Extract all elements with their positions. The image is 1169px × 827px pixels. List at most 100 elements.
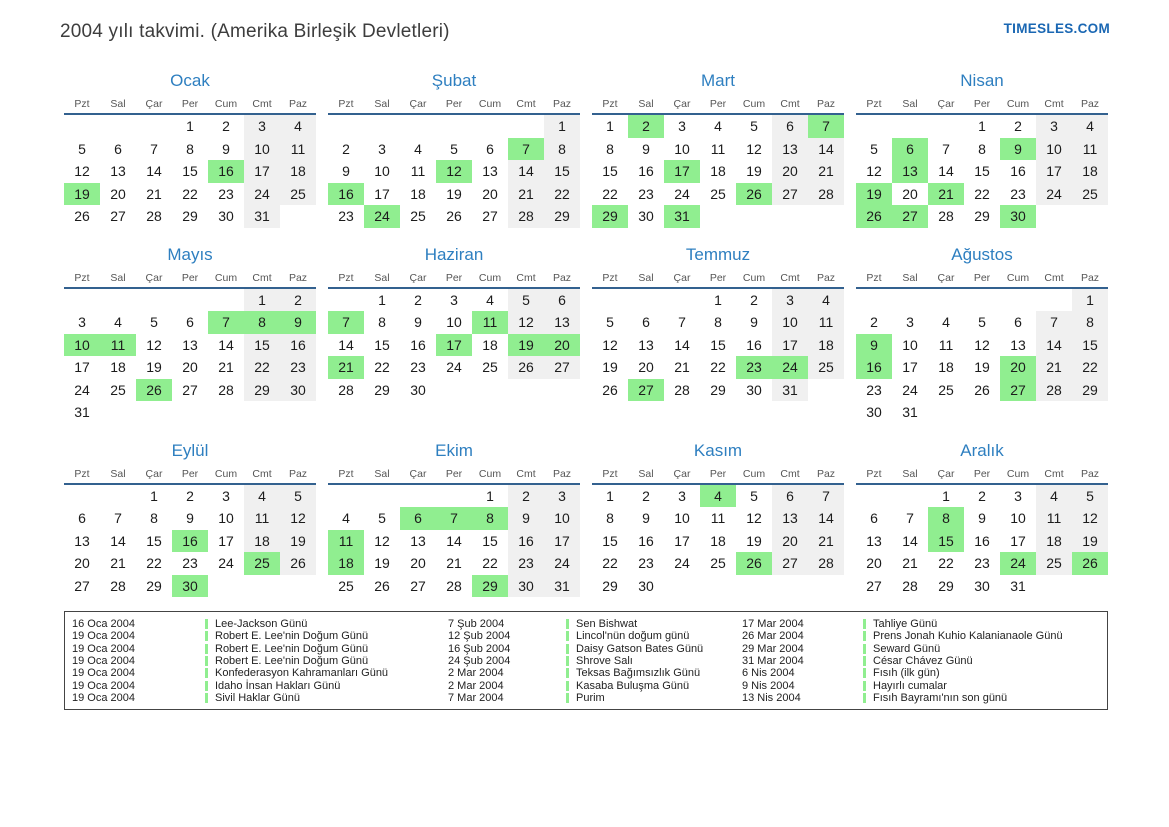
day-cell: 28 <box>674 381 690 398</box>
day-cell: 15 <box>182 163 198 179</box>
legend-holiday-name: Fısıh (ilk gün) <box>873 667 940 680</box>
month-title: Ekim <box>435 440 473 460</box>
day-cell: 2 <box>978 487 986 504</box>
day-cell <box>664 574 700 597</box>
day-cell: 1 <box>714 291 722 308</box>
legend-item: 19 Oca 2004 Robert E. Lee'nin Doğum Günü <box>72 630 448 642</box>
day-cell: 3 <box>1014 487 1022 504</box>
day-cell: 11 <box>1036 507 1072 530</box>
day-cell <box>808 574 844 597</box>
weekday-header: Pzt Sal Çar Per Cum Cmt Paz <box>328 98 580 115</box>
weekday-header: Pzt Sal Çar Per Cum Cmt Paz <box>856 98 1108 115</box>
legend-column: 7 Şub 2004 Sen Bishwat 12 Şub 2004 Lincol'n… <box>448 618 742 704</box>
day-cell: 15 <box>602 163 618 179</box>
weekday-label: Çar <box>937 271 955 284</box>
day-cell <box>808 205 844 228</box>
day-cell: 6 <box>642 314 650 330</box>
day-cell <box>856 484 892 507</box>
day-cell: 12 <box>146 336 162 353</box>
day-cell: 9 <box>642 140 650 157</box>
day-cell: 6 <box>870 510 878 526</box>
day-cell: 18 <box>710 532 726 549</box>
holiday-tick-icon <box>566 692 569 703</box>
legend-holiday-name: Konfederasyon Kahramanları Günü <box>215 667 389 680</box>
legend-holiday-name: Tahliye Günü <box>873 618 938 631</box>
day-cell: 19 <box>746 532 762 549</box>
day-cell: 12 <box>974 336 990 353</box>
day-cell: 23 <box>974 555 990 571</box>
day-cell <box>136 288 172 311</box>
legend-item: 16 Şub 2004 Daisy Gatson Bates Günü <box>448 643 742 655</box>
day-cell <box>892 115 928 138</box>
day-cell: 7 <box>808 115 844 138</box>
day-cell: 10 <box>544 507 580 530</box>
weekday-label: Sal <box>374 271 390 284</box>
day-cell: 13 <box>182 336 198 353</box>
day-cell: 31 <box>1010 577 1026 594</box>
holiday-tick-icon <box>566 668 569 679</box>
day-cell: 20 <box>1000 356 1036 379</box>
brand-link[interactable]: TIMESLES.COM <box>1003 21 1110 36</box>
day-cell: 27 <box>74 577 90 594</box>
day-cell: 15 <box>244 333 280 356</box>
day-cell: 29 <box>544 205 580 228</box>
day-cell: 1 <box>544 115 580 138</box>
day-cell: 5 <box>1072 484 1108 507</box>
day-cell: 18 <box>1036 529 1072 552</box>
day-cell: 19 <box>856 182 892 205</box>
holiday-tick-icon <box>566 656 569 667</box>
legend-item: 31 Mar 2004 César Chávez Günü <box>742 655 1100 667</box>
day-cell <box>244 574 280 597</box>
day-cell: 6 <box>892 137 928 160</box>
weekday-label: Cum <box>214 467 238 480</box>
day-cell: 25 <box>280 182 316 205</box>
legend-date: 9 Nis 2004 <box>742 679 795 692</box>
legend-date: 19 Oca 2004 <box>72 642 135 655</box>
legend-holiday-name: Robert E. Lee'nin Doğum Günü <box>215 642 369 655</box>
day-cell <box>1000 288 1036 311</box>
day-cell: 24 <box>772 356 808 379</box>
day-cell: 27 <box>410 577 426 594</box>
weekday-header: Pzt Sal Çar Per Cum Cmt Paz <box>328 272 580 289</box>
month-temmuz: Temmuz Pzt Sal Çar Per Cum Cmt Paz 1 2 3 4 5 6 7 8 9 10 11… <box>592 245 844 424</box>
day-cell: 6 <box>400 507 436 530</box>
holiday-tick-icon <box>205 668 208 679</box>
day-cell: 27 <box>544 356 580 379</box>
day-cell: 14 <box>808 507 844 530</box>
day-cell: 5 <box>450 140 458 157</box>
day-cell: 27 <box>482 208 498 224</box>
day-cell <box>280 574 316 597</box>
day-cell: 7 <box>942 140 950 157</box>
day-cell: 18 <box>410 185 426 202</box>
day-cell: 21 <box>1036 356 1072 379</box>
day-cell: 14 <box>902 532 918 549</box>
weekday-label: Sal <box>110 467 126 480</box>
weekday-label: Sal <box>902 467 918 480</box>
weekday-label: Per <box>445 467 463 480</box>
weekday-label: Cmt <box>780 98 800 110</box>
day-cell: 24 <box>902 381 918 398</box>
day-cell: 27 <box>628 378 664 401</box>
day-cell: 11 <box>410 163 426 179</box>
day-cell: 17 <box>244 160 280 183</box>
day-cell: 22 <box>602 555 618 571</box>
day-cell: 28 <box>508 205 544 228</box>
day-cell: 22 <box>374 359 390 375</box>
day-cell: 10 <box>674 510 690 526</box>
day-cell: 29 <box>146 577 162 594</box>
weekday-label: Sal <box>110 98 126 110</box>
legend-date: 26 Mar 2004 <box>742 630 804 643</box>
legend-item: 19 Oca 2004 Sivil Haklar Günü <box>72 692 448 704</box>
day-cell <box>208 574 244 597</box>
day-cell <box>1036 205 1072 228</box>
day-cell: 10 <box>1036 137 1072 160</box>
day-grid: 1 2 3 4 5 6 7 8 9 10 11 12 13 14 15 16 17 18 19 20 21 22 23 24 2… <box>328 288 580 401</box>
day-cell: 9 <box>414 314 422 330</box>
day-cell: 28 <box>902 577 918 594</box>
day-cell <box>964 401 1000 424</box>
weekday-label: Paz <box>552 271 572 284</box>
weekday-label: Çar <box>409 467 427 480</box>
day-cell: 17 <box>772 333 808 356</box>
day-cell <box>1036 574 1072 597</box>
legend-date: 19 Oca 2004 <box>72 667 135 680</box>
